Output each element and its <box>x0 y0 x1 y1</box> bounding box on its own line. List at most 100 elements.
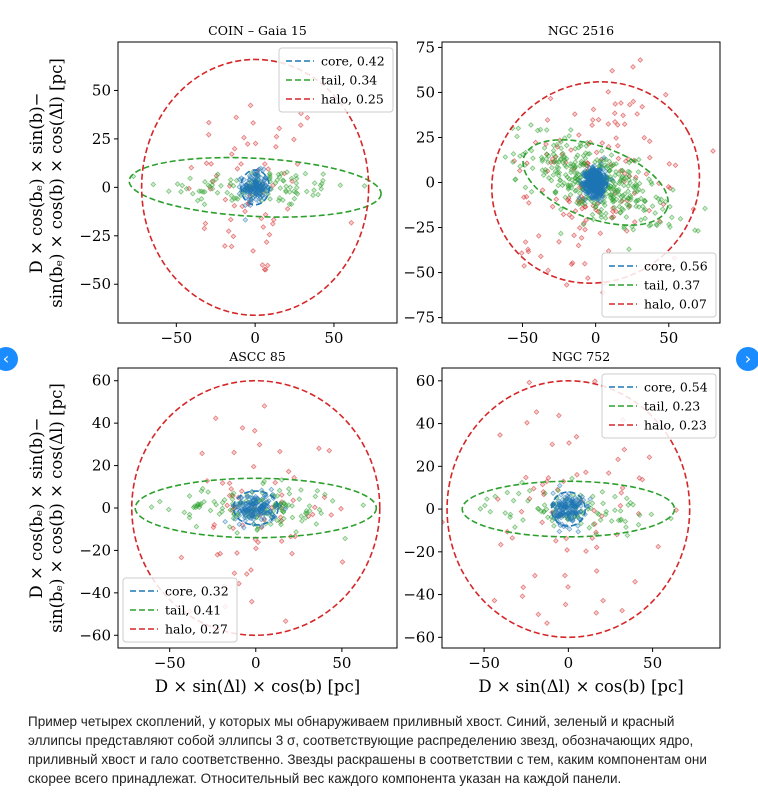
figure: −50 0 50 −50 −25 0 25 50 COIN – Gaia 15 core, 0.4… <box>27 23 721 696</box>
tail-point <box>658 196 665 203</box>
core-point <box>594 185 601 192</box>
tail-point <box>623 214 630 220</box>
legend-box <box>278 47 394 113</box>
tail-point <box>570 181 577 188</box>
tail-point <box>554 141 560 148</box>
core-point <box>250 512 256 519</box>
halo-point <box>242 208 248 215</box>
halo-point <box>584 275 591 282</box>
tail-point <box>563 155 570 162</box>
halo-point <box>535 611 542 618</box>
tail-point <box>234 530 241 536</box>
tail-point <box>280 197 286 204</box>
legend: core, 0.54 tail, 0.23 halo, 0.23 <box>601 373 717 439</box>
tail-point <box>621 182 627 189</box>
tail-point <box>293 172 299 179</box>
tail-point <box>189 190 196 197</box>
tail-point <box>277 519 284 525</box>
core-point <box>572 495 579 501</box>
tail-point <box>277 185 284 191</box>
core-point <box>236 521 243 528</box>
tail-point <box>522 184 529 191</box>
core-point <box>575 528 582 535</box>
tail-ellipse <box>134 477 378 539</box>
halo-point <box>518 250 525 256</box>
halo-point <box>203 160 210 167</box>
halo-point <box>578 235 585 241</box>
tail-point <box>282 187 289 194</box>
tail-point <box>657 219 664 226</box>
tail-point <box>213 176 220 182</box>
y-tick-label: −75 <box>403 309 435 327</box>
halo-point <box>231 145 238 152</box>
halo-point <box>565 197 571 203</box>
halo-point <box>525 246 531 253</box>
halo-point <box>519 593 526 600</box>
y-axis-label-line1: D × cos(bₑ) × sin(b)− <box>27 418 46 599</box>
chevron-left-icon: ‹ <box>2 349 10 368</box>
x-tick-label: 50 <box>659 329 678 347</box>
halo-point <box>565 584 571 590</box>
tail-point <box>284 169 290 175</box>
y-tick-label: 0 <box>101 499 111 517</box>
halo-point <box>566 440 572 446</box>
tail-point <box>612 181 619 188</box>
core-point <box>254 184 261 191</box>
halo-point <box>309 511 316 518</box>
core-point <box>247 494 254 501</box>
tail-point <box>618 174 625 181</box>
halo-point <box>553 537 559 544</box>
halo-point <box>297 122 304 129</box>
halo-point <box>665 183 672 190</box>
panel-title: COIN – Gaia 15 <box>208 23 307 38</box>
tail-point <box>565 183 572 189</box>
halo-point <box>581 260 588 267</box>
halo-point <box>238 161 244 167</box>
tail-point <box>638 195 644 202</box>
tail-point <box>219 505 226 512</box>
halo-point <box>276 125 283 132</box>
tail-point <box>321 491 328 498</box>
nav-prev-button[interactable]: ‹ <box>0 347 18 371</box>
tail-point <box>626 177 632 184</box>
halo-point <box>591 507 597 514</box>
tail-point <box>616 203 623 210</box>
halo-point <box>219 480 226 486</box>
tail-point <box>573 187 580 194</box>
halo-point <box>522 239 529 245</box>
tail-point <box>311 187 317 194</box>
halo-point <box>294 161 301 167</box>
tail-point <box>583 143 590 149</box>
halo-point <box>544 620 550 626</box>
core-point <box>252 190 258 197</box>
halo-point <box>539 187 546 194</box>
nav-next-button[interactable]: › <box>736 347 758 371</box>
y-axis-label-line1: D × cos(bₑ) × sin(b)− <box>27 93 46 274</box>
halo-point <box>276 448 283 455</box>
core-point <box>236 512 243 519</box>
core-point <box>558 491 564 498</box>
halo-point <box>217 550 224 557</box>
tail-point <box>198 195 205 202</box>
tail-point <box>602 215 609 221</box>
tail-point <box>201 201 208 208</box>
halo-point <box>202 220 209 227</box>
halo-point <box>533 409 540 415</box>
halo-point <box>569 260 576 266</box>
tail-point <box>288 175 295 182</box>
y-axis-label-line2: sin(bₑ) × cos(b) × cos(Δl) [pc] <box>47 383 66 633</box>
halo-point <box>520 584 527 591</box>
y-tick-label: 60 <box>416 372 435 390</box>
y-tick-label: −40 <box>403 586 435 604</box>
tail-point <box>559 150 566 157</box>
core-point <box>265 503 271 510</box>
y-tick-label: −40 <box>79 584 111 602</box>
halo-point <box>243 571 250 577</box>
core-point <box>236 176 243 183</box>
tail-point <box>320 171 327 177</box>
core-point <box>259 495 266 502</box>
tail-point <box>542 166 549 173</box>
halo-point <box>251 427 258 434</box>
tail-point <box>186 514 193 521</box>
halo-point <box>516 167 523 174</box>
